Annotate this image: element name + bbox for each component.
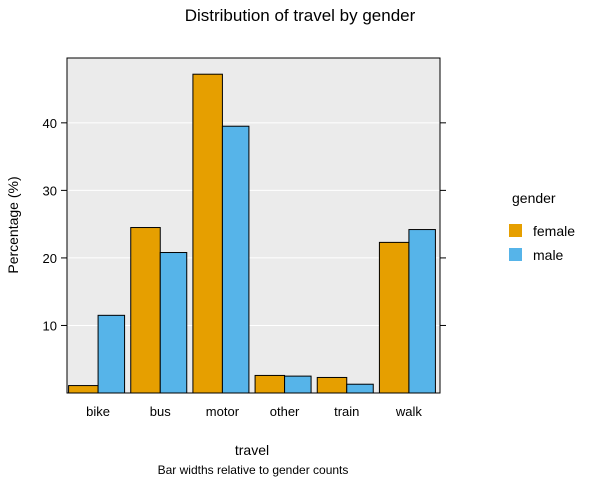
plot-frame [66,57,441,394]
bar-female-walk [378,241,410,394]
y-tick-label: 40 [43,116,57,131]
x-tick-label: train [334,404,359,419]
bar-female-other [254,374,286,394]
y-tick-label: 10 [43,318,57,333]
bar-female-train [316,376,348,394]
bar-male-walk [408,229,436,394]
legend-title: gender [512,190,556,206]
legend-label-female: female [533,223,575,239]
bar-female-motor [192,73,223,394]
legend-swatch-male [509,248,522,261]
legend-label-male: male [533,247,564,263]
bar-male-bus [159,252,188,394]
x-tick-label: walk [395,404,423,419]
bar-female-bike [68,385,99,394]
bar-male-train [346,383,374,394]
x-tick-label: motor [206,404,240,419]
legend-swatch-female [509,224,522,237]
x-tick-label: bike [86,404,110,419]
y-tick-label: 30 [43,183,57,198]
chart-subtitle: Bar widths relative to gender counts [158,463,349,477]
bar-male-motor [221,125,250,394]
x-tick-label: bus [150,404,171,419]
legend: gender female male [509,190,575,263]
x-tick-label: other [270,404,300,419]
y-axis-label: Percentage (%) [5,176,21,273]
chart-title: Distribution of travel by gender [185,6,416,25]
y-tick-label: 20 [43,251,57,266]
bar-male-bike [97,314,126,394]
bar-male-other [284,375,312,394]
plot-panel [67,58,440,393]
x-axis-label: travel [235,442,269,458]
bar-female-bus [130,227,161,394]
